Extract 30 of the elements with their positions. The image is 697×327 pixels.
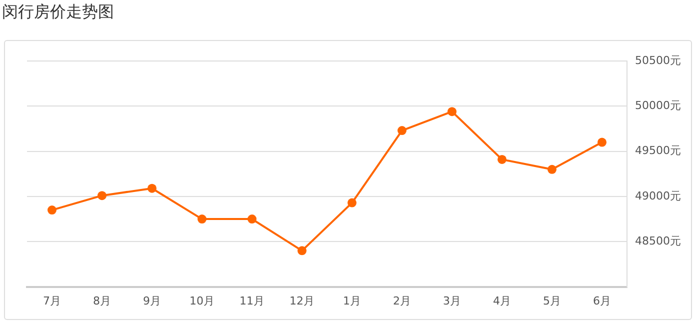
- x-tick-label: 12月: [290, 294, 315, 308]
- x-tick-label: 9月: [143, 294, 161, 308]
- point: [598, 138, 607, 147]
- point: [448, 107, 457, 116]
- y-tick-label: 49500元: [635, 144, 682, 158]
- y-tick-label: 49000元: [635, 189, 682, 202]
- x-tick-label: 5月: [543, 294, 562, 308]
- x-tick-label: 4月: [493, 294, 512, 308]
- point: [398, 126, 407, 136]
- point: [298, 246, 307, 256]
- x-tick-label: 10月: [190, 294, 214, 308]
- chart-title: 闵行房价走势图: [2, 2, 114, 23]
- x-tick-label: 7月: [43, 294, 61, 308]
- point: [48, 206, 56, 215]
- point: [348, 198, 357, 208]
- x-tick-label: 1月: [343, 294, 362, 308]
- point: [248, 214, 257, 224]
- point: [198, 214, 206, 224]
- point: [498, 154, 507, 164]
- point: [98, 191, 106, 200]
- x-tick-label: 11月: [240, 294, 265, 308]
- x-tick-label: 8月: [93, 294, 111, 308]
- point: [548, 164, 557, 174]
- x-tick-label: 6月: [593, 294, 612, 308]
- y-tick-label: 48500元: [635, 234, 682, 248]
- x-tick-label: 3月: [443, 294, 462, 308]
- y-tick-label: 50000元: [635, 99, 682, 112]
- point: [148, 184, 156, 193]
- y-tick-label: 50500元: [635, 54, 682, 67]
- x-tick-label: 2月: [393, 294, 412, 308]
